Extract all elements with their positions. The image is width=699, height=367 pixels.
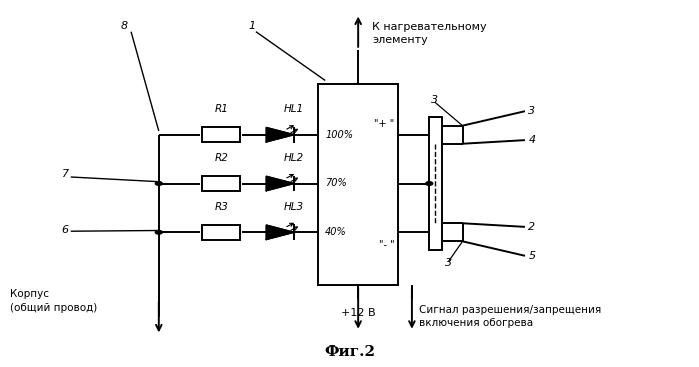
Circle shape [155, 230, 162, 234]
Circle shape [426, 182, 433, 185]
Text: 2: 2 [528, 222, 535, 232]
Text: К нагревательному
элементу: К нагревательному элементу [372, 22, 487, 45]
Text: HL2: HL2 [284, 153, 304, 163]
Text: 3: 3 [431, 95, 438, 105]
Polygon shape [266, 127, 294, 142]
Text: Сигнал разрешения/запрещения
включения обогрева: Сигнал разрешения/запрещения включения о… [419, 305, 601, 328]
Text: 3: 3 [445, 258, 452, 268]
Polygon shape [266, 176, 294, 191]
Text: HL1: HL1 [284, 104, 304, 114]
Text: "- ": "- " [379, 240, 394, 250]
Text: R1: R1 [215, 104, 228, 114]
Text: Корпус
(общий провод): Корпус (общий провод) [10, 289, 97, 313]
Text: 4: 4 [528, 135, 535, 145]
Polygon shape [266, 225, 294, 240]
Text: 3: 3 [528, 106, 535, 116]
Bar [202, 176, 240, 191]
Bar [429, 117, 442, 250]
Text: HL3: HL3 [284, 202, 304, 212]
Text: R3: R3 [215, 202, 228, 212]
Text: 40%: 40% [325, 227, 347, 237]
Text: 1: 1 [249, 21, 256, 31]
Bar [318, 84, 398, 285]
Text: 7: 7 [62, 170, 69, 179]
Circle shape [155, 182, 162, 185]
Text: 100%: 100% [325, 130, 353, 140]
Text: R2: R2 [215, 153, 228, 163]
Text: 6: 6 [62, 225, 69, 236]
Text: Фиг.2: Фиг.2 [324, 345, 375, 359]
Text: 70%: 70% [325, 178, 347, 189]
Bar [202, 225, 240, 240]
Text: +12 В: +12 В [341, 308, 375, 318]
Bar [202, 127, 240, 142]
Text: "+ ": "+ " [375, 119, 394, 129]
Text: 8: 8 [120, 21, 128, 31]
Text: 5: 5 [528, 251, 535, 261]
